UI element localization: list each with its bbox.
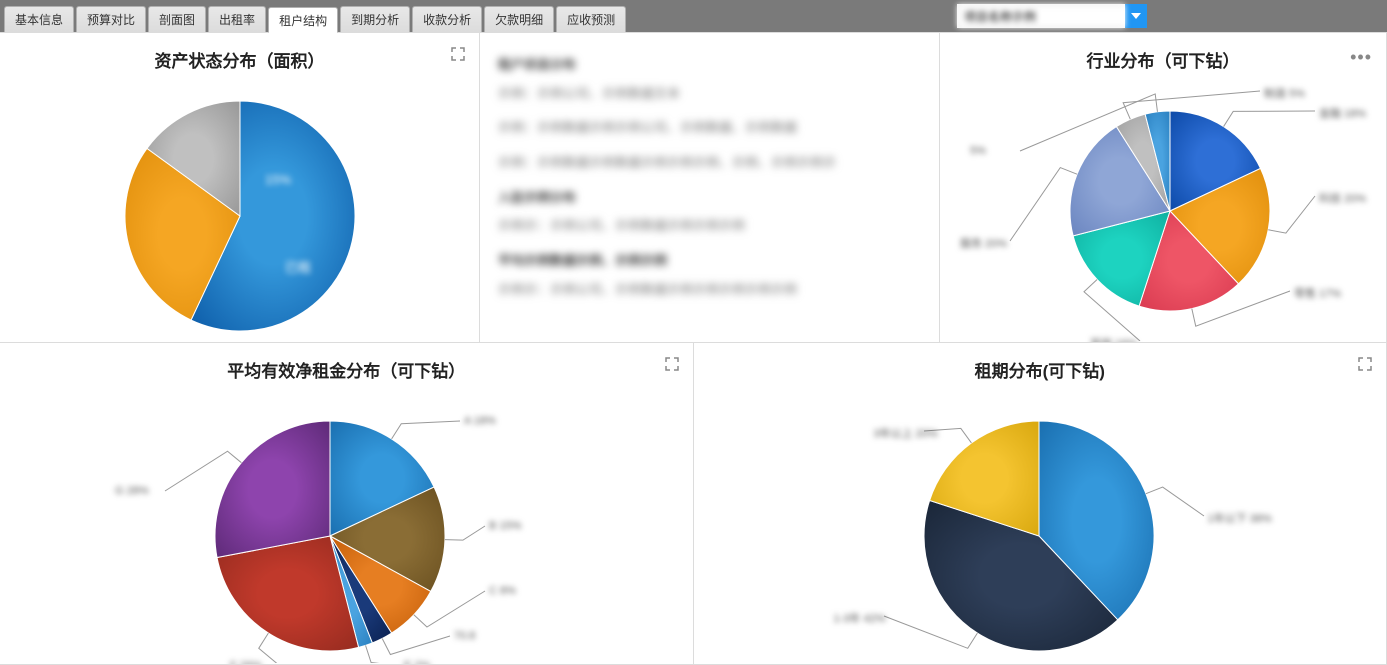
panel-lease-term: 租期分布(可下钻) 1年以下 38% 1-3年 42% 3年以上 20%	[694, 343, 1387, 665]
pie-label: 70.8	[454, 630, 475, 642]
pie-label: 金融 18%	[1319, 105, 1366, 121]
pie-label: 服务 20%	[960, 235, 1007, 251]
panel-title: 行业分布（可下钻）	[940, 33, 1386, 72]
tab-2[interactable]: 剖面图	[148, 6, 206, 32]
info-line: 示例：示例数据示例示例公司、示例数据、示例数据	[498, 116, 921, 141]
pie-slice-G[interactable]	[215, 421, 330, 558]
info-line: 示例：示例数据示例数据示例示例示例、示例、示例示例示	[498, 151, 921, 176]
tab-5[interactable]: 到期分析	[340, 6, 410, 32]
panel-title: 租期分布(可下钻)	[694, 343, 1387, 382]
more-icon[interactable]: •••	[1350, 47, 1372, 68]
panel-industry: 行业分布（可下钻） ••• 金融 18% 科技 20% 零售 17% 其他 16% 服务…	[940, 33, 1387, 343]
pie-label: E 2%	[404, 660, 430, 665]
info-block-title: 租户状态分布	[498, 53, 921, 78]
info-line: 示例示：示例公司、示例数据示例示例示例示例示例	[498, 278, 921, 303]
pie-label: 5%	[970, 145, 986, 157]
pie-label: 3年以上 20%	[874, 425, 938, 441]
panel-asset-status: 资产状态分布（面积） 已租 15%	[0, 33, 480, 343]
expand-icon[interactable]	[665, 357, 679, 376]
panel-title: 平均有效净租金分布（可下钻）	[0, 343, 693, 382]
tab-strip: 基本信息预算对比剖面图出租率租户结构到期分析收款分析欠款明细应收预测	[4, 6, 626, 32]
pie-label: F 26%	[230, 660, 262, 665]
dashboard-content: 资产状态分布（面积） 已租 15% 租户状态分布示例：示例公司、示例数据文本示例：…	[0, 32, 1387, 665]
header-bar: 基本信息预算对比剖面图出租率租户结构到期分析收款分析欠款明细应收预测	[0, 0, 1387, 32]
chart-lease-term[interactable]: 1年以下 38% 1-3年 42% 3年以上 20%	[694, 382, 1387, 661]
pie-center-label: 已租	[285, 257, 311, 276]
pie-label: G 28%	[115, 485, 149, 497]
project-selector[interactable]	[957, 4, 1147, 28]
tab-1[interactable]: 预算对比	[76, 6, 146, 32]
chart-asset-status[interactable]: 已租 15%	[0, 72, 479, 339]
pie-label: A 18%	[464, 415, 496, 427]
project-selector-input[interactable]	[957, 4, 1125, 28]
info-line: 示例示：示例公司、示例数据示例示例示例	[498, 214, 921, 239]
pie-label: 制造 5%	[1264, 85, 1305, 101]
tab-7[interactable]: 欠款明细	[484, 6, 554, 32]
chart-industry[interactable]: 金融 18%科技 20%零售 17%其他 16%服务 20%制造 5%5%	[940, 72, 1386, 339]
pie-label: 其他 16%	[1090, 335, 1137, 343]
expand-icon[interactable]	[451, 47, 465, 66]
info-line: 示例：示例公司、示例数据文本	[498, 82, 921, 107]
tab-3[interactable]: 出租率	[208, 6, 266, 32]
expand-icon[interactable]	[1358, 357, 1372, 376]
info-block-title: 入驻示例分布	[498, 186, 921, 211]
panel-title: 资产状态分布（面积）	[0, 33, 479, 72]
project-selector-dropdown-button[interactable]	[1125, 4, 1147, 28]
pie-label: 1-3年 42%	[834, 610, 886, 626]
chevron-down-icon	[1131, 13, 1141, 19]
pie-label: B 15%	[489, 520, 521, 532]
pie-label: 零售 17%	[1294, 285, 1341, 301]
chart-avg-rent[interactable]: A 18%B 15%C 8%70.8E 2%F 26%G 28%	[0, 382, 693, 661]
info-block-title: 平均示例数据示例、示例示例	[498, 249, 921, 274]
tab-4[interactable]: 租户结构	[268, 7, 338, 33]
pie-center-label: 15%	[265, 172, 291, 187]
panel-avg-rent: 平均有效净租金分布（可下钻） A 18% B 15% C 8% 70.8 E 2% F 2…	[0, 343, 694, 665]
pie-label: 科技 20%	[1319, 190, 1366, 206]
pie-label: C 8%	[489, 585, 516, 597]
panel-tenant-info: 租户状态分布示例：示例公司、示例数据文本示例：示例数据示例示例公司、示例数据、示…	[480, 33, 940, 343]
tab-6[interactable]: 收款分析	[412, 6, 482, 32]
pie-label: 1年以下 38%	[1208, 510, 1272, 526]
tab-8[interactable]: 应收预测	[556, 6, 626, 32]
row2: 平均有效净租金分布（可下钻） A 18% B 15% C 8% 70.8 E 2% F 2…	[0, 343, 1387, 665]
tab-0[interactable]: 基本信息	[4, 6, 74, 32]
